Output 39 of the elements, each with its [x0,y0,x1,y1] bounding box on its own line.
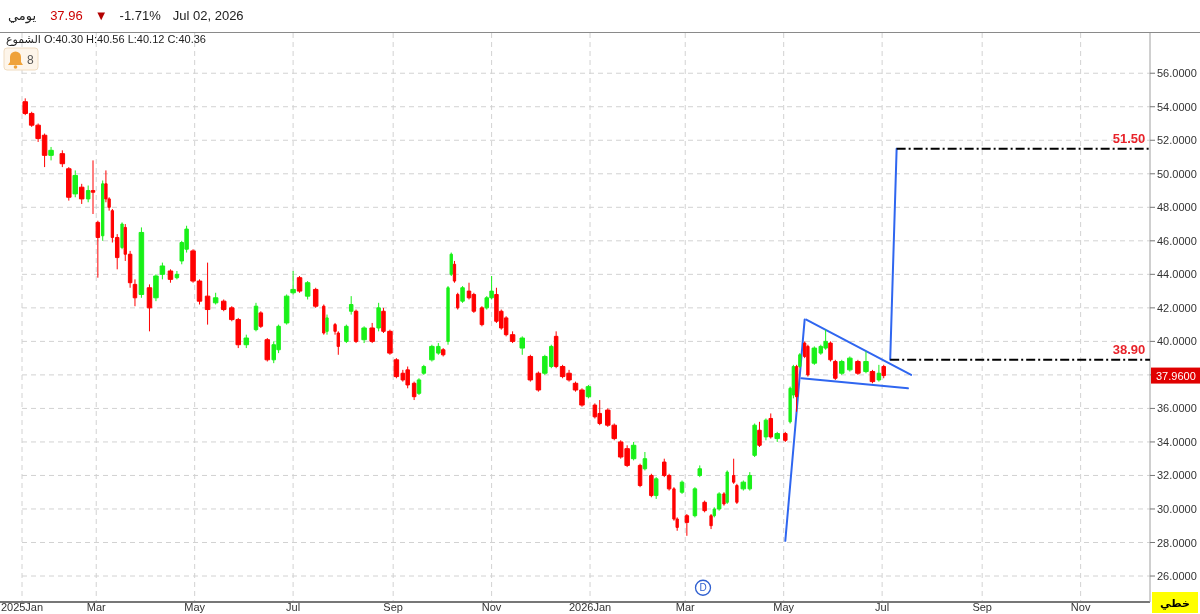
y-tick-label: 42.0000 [1157,301,1197,314]
y-tick-label: 50.0000 [1157,167,1197,180]
text: ▼ [94,8,108,23]
y-tick-label: 28.0000 [1157,536,1197,549]
x-tick-label: Sep [383,601,403,613]
text: Jul 02, 2026 [172,8,244,23]
y-tick-label: 44.0000 [1157,268,1197,281]
y-tick-label: 48.0000 [1157,201,1197,214]
y-tick-label: 30.0000 [1157,502,1197,515]
x-tick-label: Mar [675,601,696,613]
x-tick-label: May [184,601,206,613]
y-tick-label: 46.0000 [1157,234,1197,247]
annotation: 51.50 [1112,130,1146,146]
text: خطي [1160,597,1190,610]
annotation: D [699,582,707,594]
x-tick-label: Jul [286,601,301,613]
text: 37.96 [50,8,83,23]
y-tick-label: 54.0000 [1157,100,1197,113]
text: 37.9600 [1156,369,1196,382]
y-tick-label: 52.0000 [1157,134,1197,147]
annotation: 8 [27,53,34,67]
annotation: 38.90 [1112,341,1146,357]
x-tick-label: Nov [481,601,502,613]
x-tick-label: 2026Jan [568,601,612,613]
y-tick-label: 40.0000 [1157,335,1197,348]
y-tick-label: 32.0000 [1157,469,1197,482]
text: -1.71% [119,8,162,23]
chart-title: يومي [8,8,37,24]
y-tick-label: 56.0000 [1157,67,1197,80]
chart-subtitle: الشموع O:40.30 H:40.56 L:40.12 C:40.36 [6,33,206,46]
x-tick-label: May [773,601,795,613]
x-tick-label: Mar [86,601,107,613]
y-tick-label: 36.0000 [1157,402,1197,415]
y-tick-label: 34.0000 [1157,435,1197,448]
y-tick-label: 26.0000 [1157,570,1197,583]
x-tick-label: Sep [972,601,992,613]
x-tick-label: Nov [1070,601,1091,613]
x-tick-label: Jul [875,601,890,613]
x-tick-label: 2025Jan [0,601,44,613]
